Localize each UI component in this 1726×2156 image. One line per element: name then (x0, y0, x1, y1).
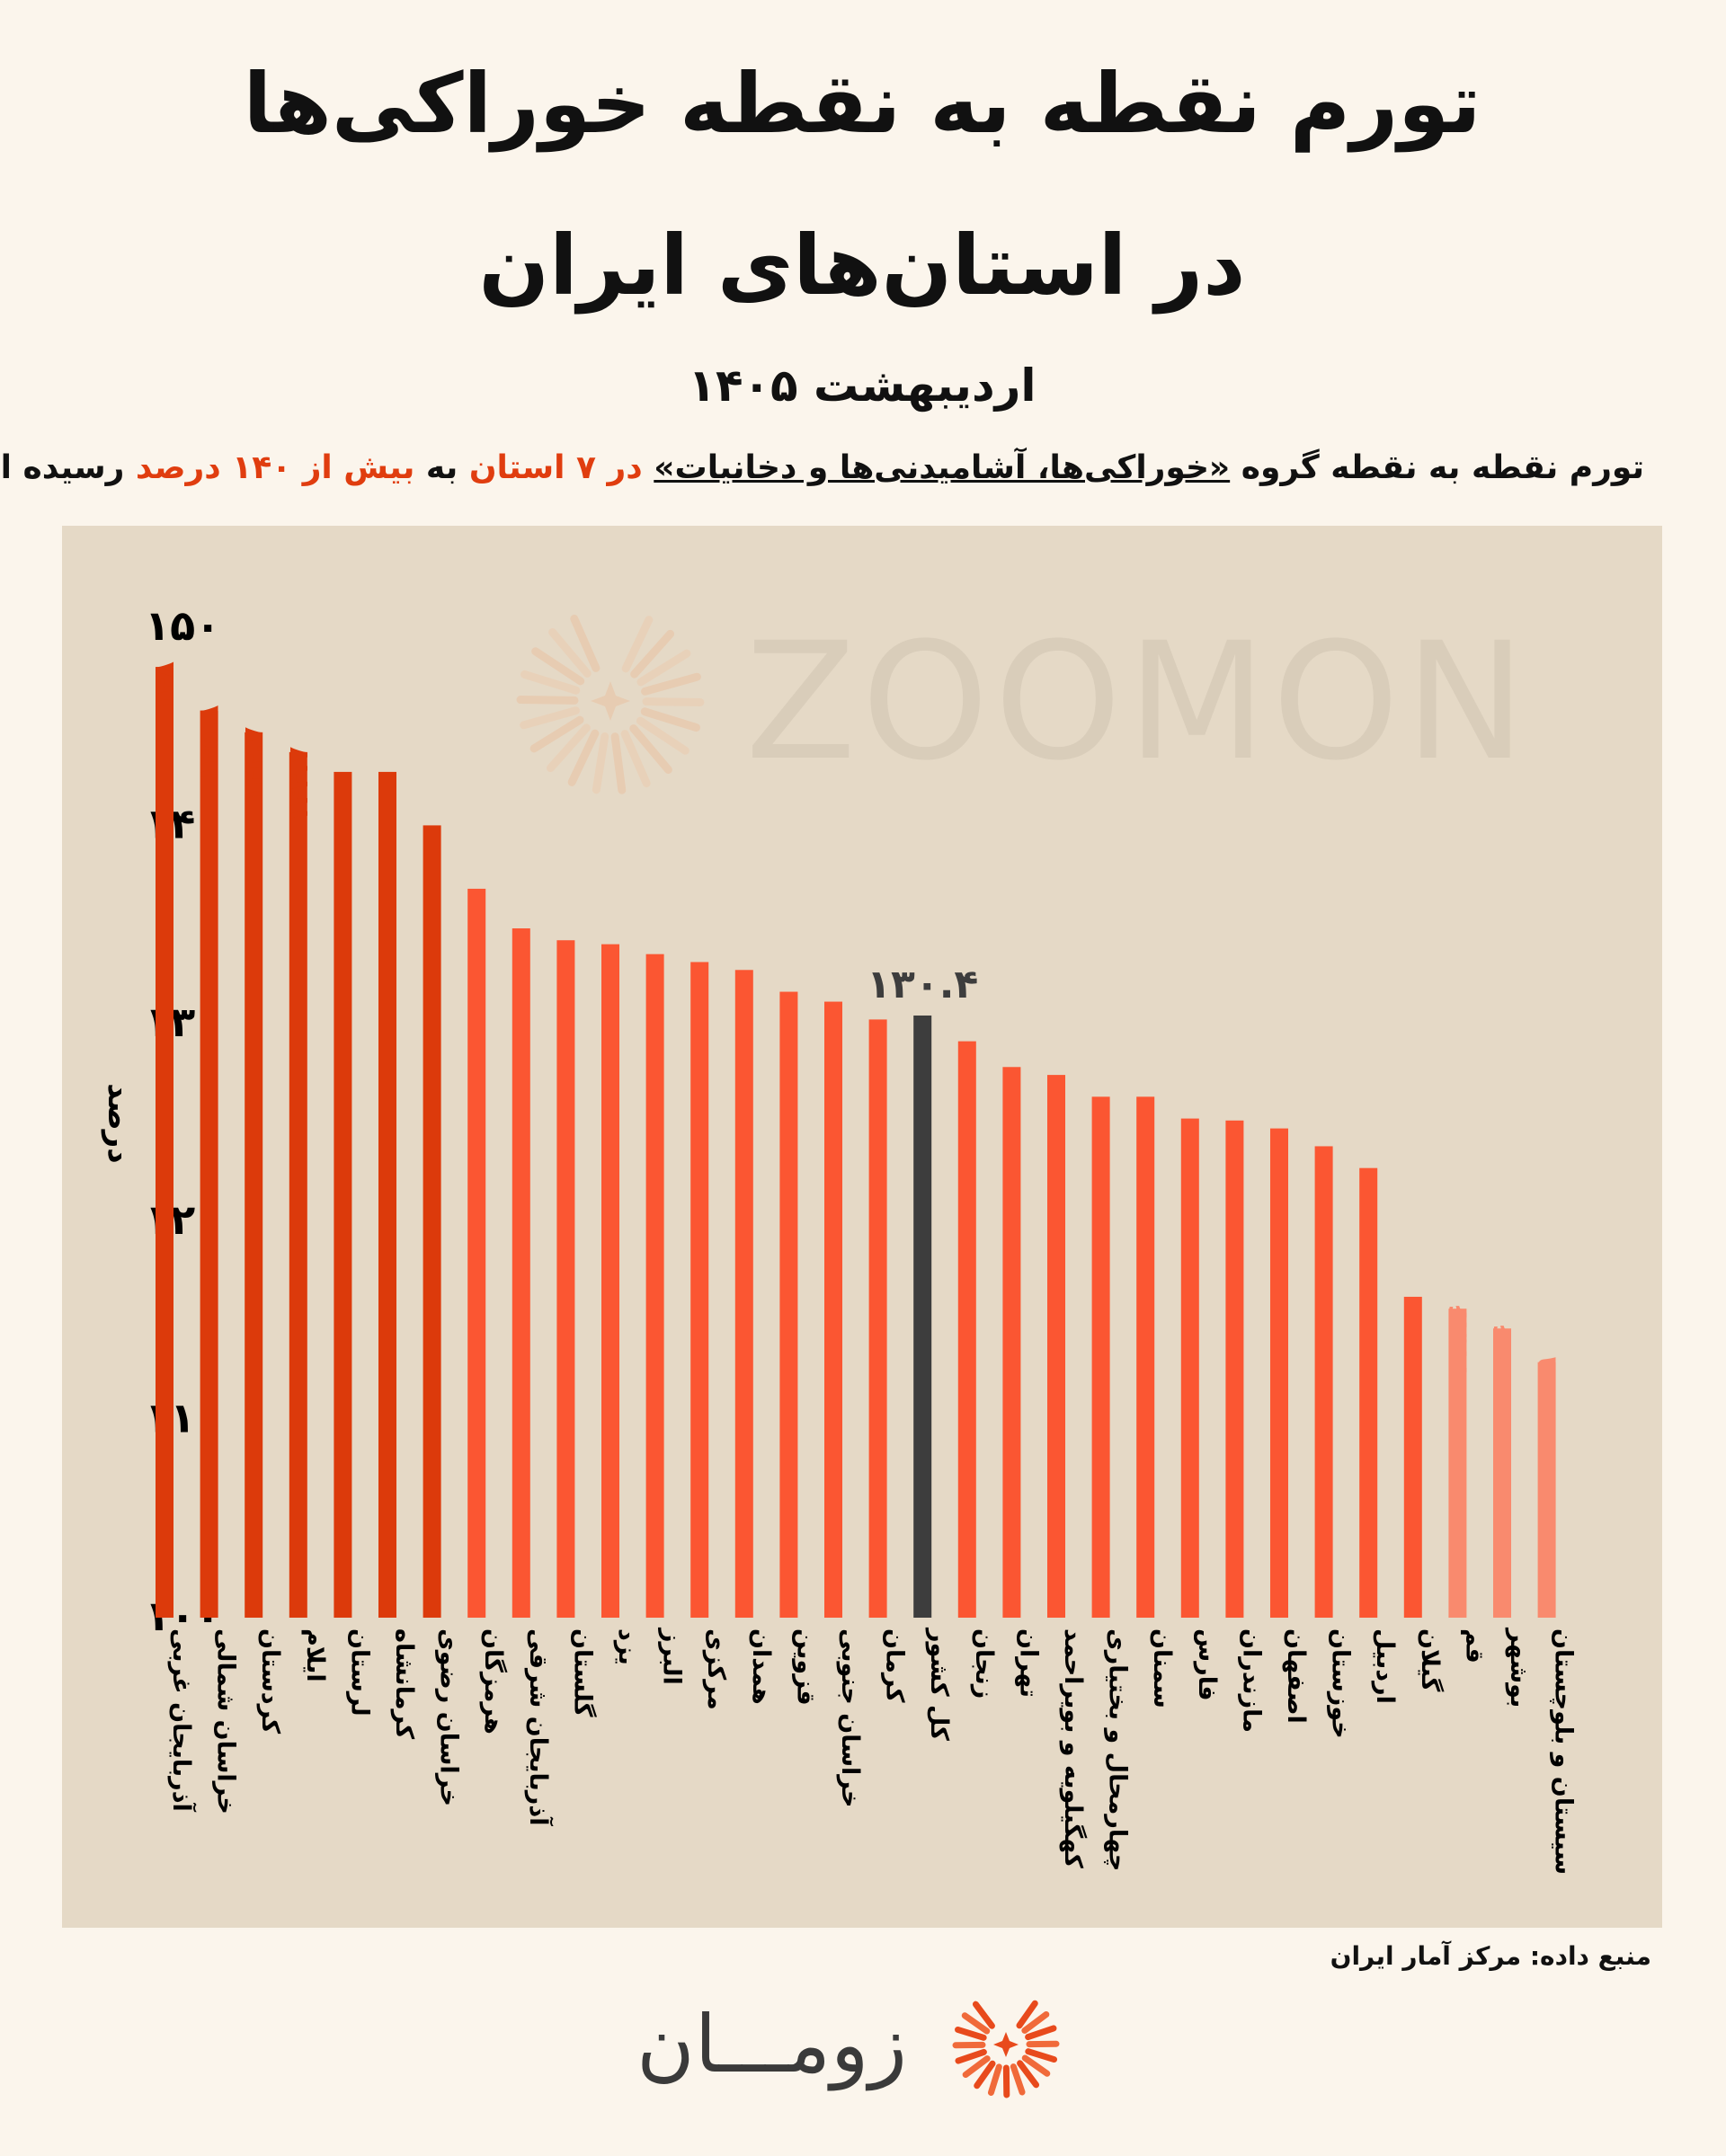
bar (468, 888, 487, 1618)
watermark-text: ZOOMON (746, 608, 1532, 796)
x-tick-label: گلستان (569, 1628, 598, 1717)
x-tick-label: آذربایجان غربی (168, 1628, 198, 1813)
bar (735, 970, 754, 1618)
bar (1404, 1296, 1423, 1618)
zoomon-logo-icon (953, 2000, 1061, 2098)
watermark-logo-icon (517, 614, 706, 794)
bar (1137, 1096, 1156, 1618)
bar (379, 771, 397, 1618)
chart-caption: تورم نقطه به نقطه گروه «خوراکی‌ها، آشامی… (0, 449, 1645, 486)
caption-part5: رسیده است. (0, 449, 126, 486)
data-label: ۱۱۴.۶ (1488, 1323, 1519, 1399)
x-tick-label: خراسان شمالی (213, 1628, 241, 1814)
logo-wordmark: زومـــان (637, 1998, 908, 2090)
bar (557, 940, 576, 1618)
watermark: ZOOMON (517, 608, 1532, 796)
caption-part1: تورم نقطه به نقطه گروه (1231, 449, 1645, 486)
bar (1181, 1118, 1200, 1618)
x-tick-label: کرمان (882, 1628, 910, 1703)
chart-subtitle: اردیبهشت ۱۴۰۵ (689, 359, 1037, 412)
bar (289, 751, 308, 1618)
bar (512, 928, 531, 1618)
bar (691, 962, 710, 1618)
x-tick-label: قم (1461, 1628, 1489, 1664)
data-label: ۱۴۵.۸ (195, 705, 227, 782)
bar (646, 954, 665, 1618)
data-label: ۱۱۵.۶ (1443, 1303, 1474, 1380)
data-label: ۱۱۲.۹ (1533, 1357, 1564, 1433)
chart-title-line2: در استان‌های ایران (479, 217, 1247, 314)
x-tick-label: اصفهان (1283, 1628, 1311, 1724)
x-tick-label: سیستان و بلوچستان (1551, 1628, 1579, 1875)
x-tick-label: سمنان (1149, 1628, 1177, 1708)
x-tick-label: همدان (748, 1628, 776, 1705)
x-tick-label: خراسان جنوبی (837, 1628, 865, 1808)
x-tick-label: آذربایجان شرقی (525, 1628, 555, 1826)
bar (1538, 1362, 1557, 1618)
data-source: منبع داده: مرکز آمار ایران (1330, 1941, 1652, 1971)
y-axis-label: درصد (102, 1083, 138, 1164)
x-tick-label: مرکزی (703, 1628, 731, 1710)
bar (914, 1015, 933, 1618)
bar (869, 1019, 888, 1618)
x-tick-label: گیلان (1417, 1628, 1446, 1692)
bar (1271, 1128, 1289, 1618)
chart-title-line1: تورم نقطه به نقطه خوراکی‌ها (244, 56, 1482, 152)
x-tick-label: خراسان رضوی (436, 1628, 464, 1806)
x-tick-label: مازندران (1238, 1628, 1266, 1733)
data-label: ۱۴۸ (150, 661, 182, 711)
bar (334, 771, 353, 1618)
data-label: ۱۴۳.۷ (284, 747, 316, 823)
bar (245, 732, 264, 1618)
x-tick-label: ایلام (302, 1628, 330, 1682)
x-tick-label: زنجان (971, 1628, 999, 1699)
x-tick-label: فارس (1194, 1628, 1222, 1701)
bar (1003, 1067, 1022, 1618)
bar (200, 710, 219, 1618)
bar (1092, 1096, 1111, 1618)
x-tick-label: کل کشور (926, 1627, 954, 1741)
chart-panel: ZOOMON ۱۰۰ ۱۱۰ ۱۲۰ ۱۳۰ ۱۴۰ ۱۵۰ درصد آذربایجان… (63, 526, 1663, 1928)
x-tick-label: لرستان (346, 1628, 374, 1717)
y-tick-label: ۱۵۰ (146, 601, 221, 650)
bar (1226, 1120, 1245, 1618)
x-tick-label: یزد (614, 1628, 642, 1665)
bar (825, 1001, 843, 1618)
x-tick-label: هرمزگان (480, 1628, 509, 1735)
bar (780, 991, 799, 1618)
x-tick-label: کهگیلویه و بویراحمد (1060, 1628, 1089, 1868)
bar (1494, 1328, 1512, 1618)
data-label: ۱۴۴.۷ (239, 727, 271, 803)
x-tick-label: قزوین (792, 1628, 820, 1706)
bar (602, 944, 620, 1618)
x-tick-label: خوزستان (1328, 1628, 1356, 1739)
x-tick-label: البرز (659, 1627, 687, 1685)
bar (423, 825, 442, 1618)
bar (1315, 1146, 1334, 1618)
x-tick-label: بوشهر (1506, 1627, 1534, 1708)
bar (1360, 1167, 1379, 1618)
bar (156, 667, 174, 1618)
bar (1048, 1075, 1066, 1618)
caption-threshold: بیش از ۱۴۰ درصد (136, 449, 416, 486)
caption-group-name: «خوراکی‌ها، آشامیدنی‌ها و دخانیات» (654, 449, 1232, 486)
x-tick-label: کردستان (257, 1628, 285, 1734)
x-tick-label: چهارمحال و بختیاری (1105, 1628, 1133, 1871)
brand-logo: زومـــان (637, 1991, 1061, 2098)
caption-part3: به (415, 449, 470, 486)
bar (958, 1041, 977, 1618)
caption-province-count: در ۷ استان (469, 449, 655, 486)
bar (1449, 1309, 1468, 1618)
x-tick-label: کرمانشاه (391, 1628, 419, 1739)
x-tick-label: اردبیل (1372, 1628, 1400, 1704)
x-tick-label: تهران (1015, 1628, 1043, 1698)
data-label-national: ۱۳۰.۴ (867, 962, 979, 1007)
